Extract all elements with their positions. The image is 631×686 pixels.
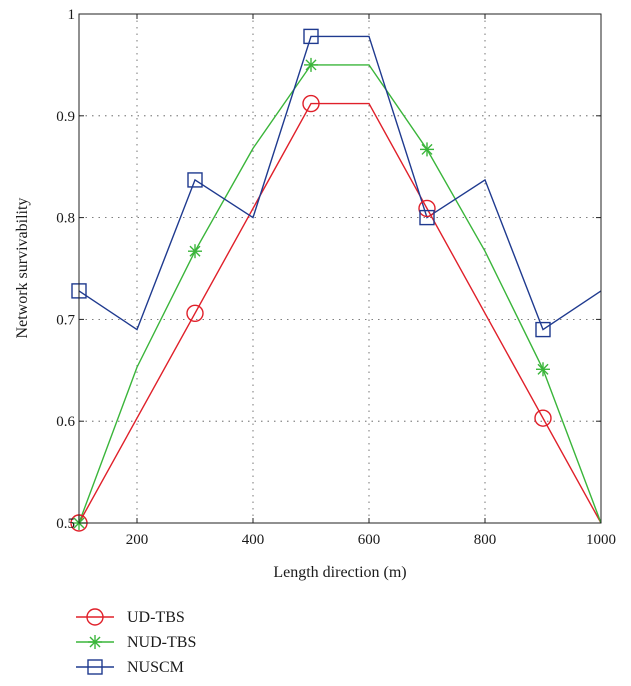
- x-tick-label: 1000: [586, 532, 616, 548]
- data-point-ud-tbs: [302, 94, 320, 113]
- y-tick-label: 0.8: [56, 211, 75, 227]
- y-tick-label: 0.9: [56, 109, 75, 125]
- data-point-nud-tbs: [304, 57, 318, 72]
- legend-marker: [88, 635, 102, 649]
- legend-label: NUSCM: [127, 659, 184, 676]
- data-point-nud-tbs: [188, 244, 202, 259]
- data-point-nud-tbs: [420, 142, 434, 157]
- legend-marker: [86, 608, 104, 626]
- grid: [79, 14, 601, 523]
- y-tick-label: 0.7: [56, 312, 75, 328]
- data-point-ud-tbs: [186, 304, 204, 322]
- data-point-nuscm: [419, 209, 435, 226]
- data-point-nuscm: [303, 28, 319, 45]
- plot-frame: [78, 13, 602, 524]
- series-line-nuscm: [78, 35, 602, 331]
- x-tick-label: 600: [358, 532, 381, 548]
- legend-label: NUD-TBS: [127, 634, 196, 651]
- series-line-ud-tbs: [78, 102, 602, 524]
- data-point-nuscm: [187, 172, 203, 188]
- x-tick-label: 200: [126, 532, 149, 548]
- y-tick-label: 0.6: [56, 414, 75, 430]
- data-point-ud-tbs: [418, 199, 436, 218]
- series-line-nud-tbs: [78, 64, 602, 524]
- x-tick-label: 400: [242, 532, 265, 548]
- x-tick-label: 800: [474, 532, 497, 548]
- series-layer: [70, 28, 602, 532]
- legend: UD-TBS NUD-TBS NUSCM: [76, 608, 196, 676]
- x-axis-label: Length direction (m): [273, 564, 406, 581]
- data-point-nud-tbs: [536, 362, 550, 377]
- legend-marker: [87, 659, 103, 675]
- data-point-nuscm: [535, 321, 551, 338]
- legend-label: UD-TBS: [127, 609, 185, 626]
- data-point-ud-tbs: [534, 409, 552, 427]
- y-tick-label: 1: [68, 7, 76, 23]
- y-tick-label: 0.5: [56, 516, 75, 532]
- ticks: 200 400 600 800 1000 0.5 0.6 0.7 0.8 0.9 1: [56, 7, 616, 548]
- y-axis-label: Network survivability: [14, 198, 31, 339]
